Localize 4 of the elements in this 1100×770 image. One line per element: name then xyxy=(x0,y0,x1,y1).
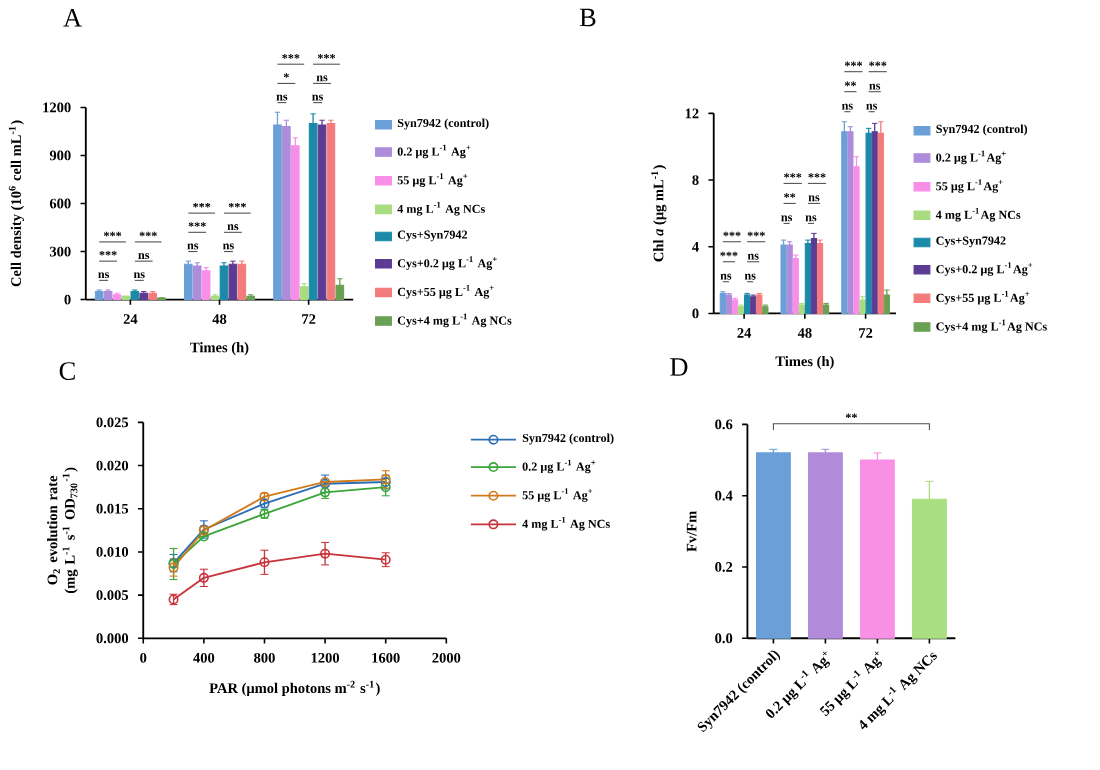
chart-title: C xyxy=(59,362,75,381)
chart-title: A xyxy=(63,9,82,27)
chart-title: B xyxy=(579,9,596,27)
chart-title: D xyxy=(670,358,688,377)
